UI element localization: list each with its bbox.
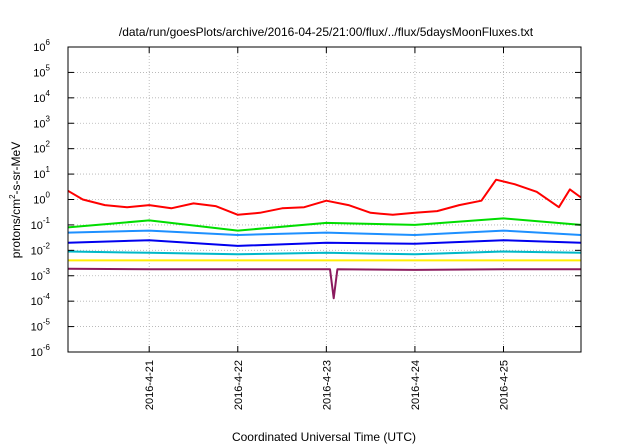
- y-tick-label: 104: [33, 89, 50, 105]
- y-tick-base: 10: [33, 144, 45, 156]
- y-tick-base: 10: [31, 347, 43, 359]
- y-tick-exponent: 0: [46, 191, 51, 200]
- y-tick-base: 10: [31, 220, 43, 232]
- y-tick-base: 10: [33, 169, 45, 181]
- y-tick-exponent: 1: [46, 165, 51, 174]
- grid: [68, 46, 581, 353]
- y-tick-exponent: -2: [43, 241, 51, 250]
- y-tick-label: 102: [33, 140, 50, 156]
- y-tick-exponent: -3: [43, 267, 51, 276]
- x-tick-label: 2016-4-22: [233, 360, 245, 410]
- y-tick-label: 10-3: [31, 267, 51, 283]
- y-tick-label: 103: [33, 114, 50, 130]
- y-axis-label-sup: 2: [8, 194, 17, 199]
- y-tick-exponent: 3: [46, 114, 51, 123]
- series-line-4: [67, 239, 582, 247]
- y-tick-exponent: 2: [46, 140, 51, 149]
- y-tick-label: 101: [33, 165, 50, 181]
- series-line-7: [67, 267, 581, 300]
- y-tick-label: 10-6: [31, 343, 51, 359]
- x-tick-label: 2016-4-24: [410, 360, 422, 410]
- series-group: [67, 178, 582, 300]
- y-axis-label-prefix: protons/cm: [9, 199, 23, 258]
- y-axis: 10-610-510-410-310-210-11001011021031041…: [31, 38, 581, 359]
- series-line-2: [67, 217, 582, 232]
- x-tick-label: 2016-4-25: [498, 360, 510, 410]
- y-tick-exponent: -5: [43, 318, 51, 327]
- y-tick-label: 10-5: [31, 318, 51, 334]
- x-axis: 2016-4-21 2016-4-22 2016-4-23 2016-4-24 2016…: [144, 47, 510, 410]
- y-tick-exponent: 4: [46, 89, 51, 98]
- y-tick-exponent: -4: [43, 292, 51, 301]
- x-tick-label: 2016-4-21: [144, 360, 156, 410]
- y-tick-base: 10: [31, 245, 43, 257]
- y-tick-base: 10: [33, 93, 45, 105]
- chart-title: /data/run/goesPlots/archive/2016-04-25/2…: [119, 25, 534, 39]
- y-axis-label-suffix: -s-sr-MeV: [9, 142, 23, 195]
- y-tick-base: 10: [31, 296, 43, 308]
- y-tick-exponent: -1: [43, 216, 51, 225]
- series-line-5: [67, 250, 582, 256]
- y-tick-base: 10: [31, 322, 43, 334]
- y-tick-base: 10: [33, 67, 45, 79]
- y-tick-exponent: 6: [46, 38, 51, 47]
- y-tick-label: 10-4: [31, 292, 51, 308]
- y-axis-label: protons/cm2-s-sr-MeV: [8, 142, 23, 258]
- y-tick-label: 10-2: [31, 241, 51, 257]
- series-line-3: [67, 229, 582, 236]
- y-tick-exponent: -6: [43, 343, 51, 352]
- series-line-1: [67, 178, 582, 216]
- y-tick-label: 10-1: [31, 216, 51, 232]
- x-tick-label: 2016-4-23: [321, 360, 333, 410]
- plot-frame: [67, 46, 582, 353]
- y-tick-label: 105: [33, 63, 50, 79]
- y-tick-base: 10: [31, 271, 43, 283]
- y-tick-base: 10: [33, 118, 45, 130]
- y-tick-exponent: 5: [46, 63, 51, 72]
- y-tick-label: 106: [33, 38, 50, 54]
- y-tick-base: 10: [33, 195, 45, 207]
- x-axis-label: Coordinated Universal Time (UTC): [232, 430, 416, 444]
- y-tick-label: 100: [33, 191, 50, 207]
- y-tick-base: 10: [33, 42, 45, 54]
